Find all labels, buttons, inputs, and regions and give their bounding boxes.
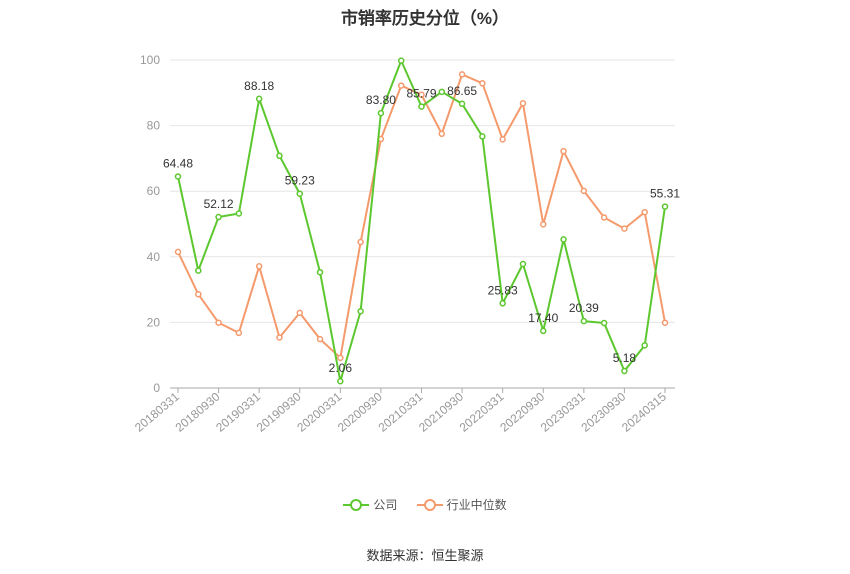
data-point: [418, 103, 425, 110]
data-labels: 64.48 52.12 88.18 59.23 2.06 83.80 85.79 86.65 2…: [163, 79, 680, 375]
data-point: [580, 317, 588, 325]
y-tick-label: 40: [147, 250, 161, 264]
data-point: [195, 267, 202, 274]
data-label: 52.12: [204, 197, 234, 211]
data-label: 64.48: [163, 157, 193, 171]
data-point: [255, 95, 263, 103]
data-point: [499, 300, 506, 307]
data-point: [560, 147, 567, 155]
y-tick-label: 80: [147, 119, 161, 133]
data-point: [479, 133, 486, 140]
data-label: 85.79: [406, 87, 436, 101]
data-point: [397, 82, 405, 89]
data-point: [316, 268, 324, 276]
data-point: [296, 309, 303, 317]
data-point: [438, 130, 446, 138]
y-tick-label: 100: [140, 53, 160, 67]
data-point: [276, 152, 283, 160]
data-point: [316, 335, 324, 343]
data-source: 数据来源：恒生聚源: [366, 548, 484, 563]
data-point: [397, 57, 405, 64]
data-point: [580, 187, 588, 195]
x-tick-label: 20240315: [619, 389, 669, 434]
data-point: [357, 307, 364, 315]
data-point: [255, 263, 263, 270]
data-label: 59.23: [285, 174, 315, 188]
data-point: [641, 342, 648, 349]
legend-label-industry: 行业中位数: [446, 498, 507, 512]
data-point: [661, 203, 669, 210]
data-point: [641, 208, 648, 216]
series-line: [177, 73, 666, 359]
legend-item-industry[interactable]: 行业中位数: [416, 496, 507, 513]
data-label: 25.83: [488, 283, 518, 297]
data-point: [519, 100, 527, 107]
data-point: [377, 109, 385, 117]
data-label: 2.06: [329, 361, 353, 375]
data-label: 5.18: [613, 351, 637, 365]
legend-item-company[interactable]: 公司: [343, 496, 397, 513]
data-point: [235, 210, 243, 217]
y-tick-label: 60: [147, 184, 161, 198]
data-point: [540, 221, 547, 228]
data-point: [458, 71, 466, 78]
legend-marker-icon: [416, 498, 443, 512]
data-point: [540, 327, 547, 335]
data-point: [621, 367, 628, 375]
data-point: [174, 248, 182, 256]
data-point: [337, 354, 344, 362]
data-point: [195, 290, 202, 298]
axes: 0204060801002018033120180930201903312019…: [132, 53, 675, 435]
data-point: [600, 214, 608, 221]
data-point: [418, 91, 425, 99]
data-point: [560, 236, 567, 243]
data-point: [438, 88, 446, 96]
legend-label-company: 公司: [373, 498, 398, 512]
data-label: 17.40: [528, 311, 558, 325]
data-point: [215, 319, 222, 326]
data-label: 88.18: [244, 79, 274, 93]
data-point: [357, 238, 364, 246]
chart-title: 市销率历史分位（%）: [340, 9, 510, 28]
data-label: 55.31: [650, 187, 680, 201]
data-label: 20.39: [569, 301, 599, 315]
line-chart: 0204060801002018033120180930201903312019…: [132, 53, 680, 435]
data-point: [479, 80, 486, 87]
data-point: [519, 260, 527, 268]
data-point: [458, 100, 466, 108]
legend: 公司 行业中位数: [0, 496, 850, 515]
series-lines: [174, 57, 669, 385]
data-point: [337, 377, 344, 385]
y-tick-label: 0: [153, 381, 160, 395]
data-point: [215, 213, 222, 221]
data-point: [276, 334, 283, 341]
data-label: 86.65: [447, 84, 477, 98]
data-point: [235, 329, 243, 337]
data-point: [499, 136, 506, 143]
data-point: [661, 319, 669, 326]
data-point: [600, 319, 608, 327]
data-point: [174, 173, 182, 180]
legend-marker-icon: [343, 498, 370, 512]
data-point: [621, 225, 628, 232]
data-label: 83.80: [366, 93, 396, 107]
y-tick-label: 20: [147, 315, 161, 329]
data-point: [296, 190, 303, 197]
